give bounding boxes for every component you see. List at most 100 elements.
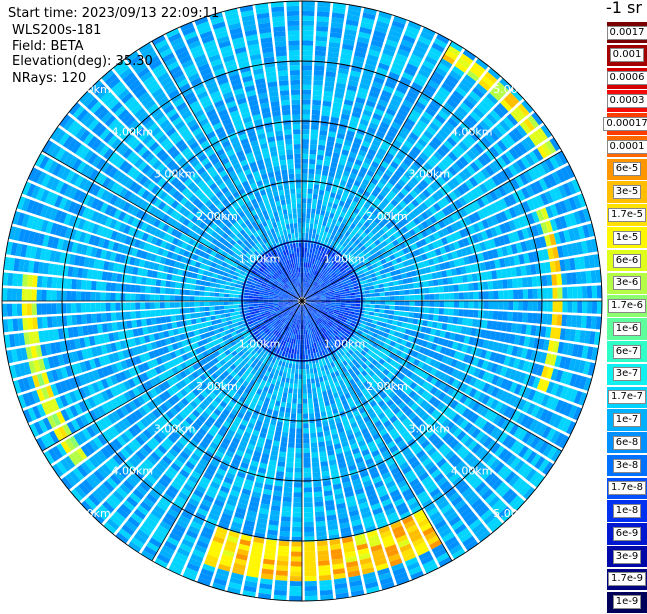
ray-bin <box>365 304 370 307</box>
ray-bin <box>310 423 316 428</box>
ray-bin <box>371 324 377 329</box>
ray-bin <box>350 290 355 293</box>
ray-bin <box>429 301 434 307</box>
ray-bin <box>274 486 283 492</box>
ray-bin <box>304 262 306 267</box>
ray-bin <box>303 399 308 404</box>
ray-bin <box>304 330 306 335</box>
ray-bin <box>532 276 538 286</box>
ray-bin <box>296 448 303 453</box>
ray-bin <box>314 353 318 358</box>
ray-bin <box>303 374 306 379</box>
ray-bin <box>483 311 489 319</box>
ray-bin <box>365 294 370 297</box>
ray-bin <box>373 316 379 320</box>
ray-bin <box>463 310 469 317</box>
ray-bin <box>287 398 292 403</box>
ray-bin <box>302 129 309 134</box>
ray-bin <box>464 301 469 308</box>
ray-bin <box>320 381 325 387</box>
ray-bin <box>493 311 499 320</box>
ray-bin <box>278 551 289 557</box>
ray-bin <box>302 330 304 335</box>
ray-bin <box>302 144 309 149</box>
ray-bin <box>502 279 508 288</box>
ray-bin <box>404 284 410 289</box>
ray-bin <box>293 389 297 394</box>
ray-bin <box>434 301 439 307</box>
ray-bin <box>290 423 296 428</box>
ray-bin <box>310 349 313 354</box>
ray-bin <box>315 41 326 47</box>
ray-bin <box>309 228 313 233</box>
ray-bin <box>302 169 308 174</box>
ray-bin <box>523 301 528 311</box>
ray-bin <box>317 16 329 22</box>
ray-bin <box>380 297 385 301</box>
ray-bin <box>459 293 464 300</box>
ray-bin <box>302 6 315 11</box>
ray-bin <box>428 280 434 286</box>
ray-bin <box>317 432 323 438</box>
ray-bin <box>468 310 474 318</box>
ray-bin <box>457 276 463 283</box>
ray-bin <box>413 313 419 319</box>
ray-bin <box>557 287 562 298</box>
ray-bin <box>319 377 324 383</box>
ray-bin <box>597 285 602 298</box>
ray-bin <box>414 307 419 312</box>
ray-bin <box>282 432 288 438</box>
ray-bin <box>274 585 287 591</box>
ray-bin <box>561 315 567 327</box>
ray-bin <box>355 307 360 310</box>
ray-bin <box>561 273 567 285</box>
ray-bin <box>312 115 320 121</box>
ray-bin <box>304 556 315 561</box>
ray-bin <box>299 374 302 379</box>
ray-bin <box>527 313 533 323</box>
ray-bin <box>351 298 356 300</box>
ray-bin <box>324 365 329 371</box>
ray-bin <box>341 303 346 305</box>
ray-bin <box>444 301 449 307</box>
ray-bin <box>302 203 306 208</box>
ray-bin <box>433 315 439 321</box>
ray-bin <box>299 364 302 369</box>
ray-bin <box>304 458 311 463</box>
ray-bin <box>429 294 434 300</box>
ray-bin <box>405 301 410 306</box>
ray-bin <box>302 21 314 26</box>
ray-bin <box>303 350 305 355</box>
ray-bin <box>305 349 308 354</box>
ray-bin <box>370 301 375 304</box>
ray-bin <box>453 285 458 292</box>
ray-bin <box>364 311 369 315</box>
ray-bin <box>566 315 572 327</box>
ray-bin <box>414 289 419 294</box>
ray-bin <box>381 323 387 328</box>
ray-bin <box>324 380 329 386</box>
ray-bin <box>399 285 404 290</box>
ray-bin <box>297 344 299 349</box>
ray-bin <box>320 125 328 131</box>
ray-bin <box>527 277 533 287</box>
ray-bin <box>376 275 382 280</box>
ray-bin <box>302 65 312 70</box>
ray-bin <box>384 310 389 314</box>
ray-bin <box>291 561 302 566</box>
ray-bin <box>350 293 355 296</box>
ray-bin <box>306 258 308 263</box>
ray-bin <box>449 301 454 308</box>
ray-bin <box>302 164 308 169</box>
ray-bin <box>315 234 319 239</box>
ray-bin <box>297 414 302 419</box>
ray-bin <box>543 288 548 299</box>
ray-bin <box>318 397 323 403</box>
ray-bin <box>291 373 295 378</box>
ray-bin <box>413 283 419 289</box>
ray-bin <box>313 80 323 86</box>
ray-bin <box>397 274 403 279</box>
ray-bin <box>409 289 414 294</box>
ray-bin <box>302 213 306 218</box>
ray-bin <box>462 275 468 283</box>
